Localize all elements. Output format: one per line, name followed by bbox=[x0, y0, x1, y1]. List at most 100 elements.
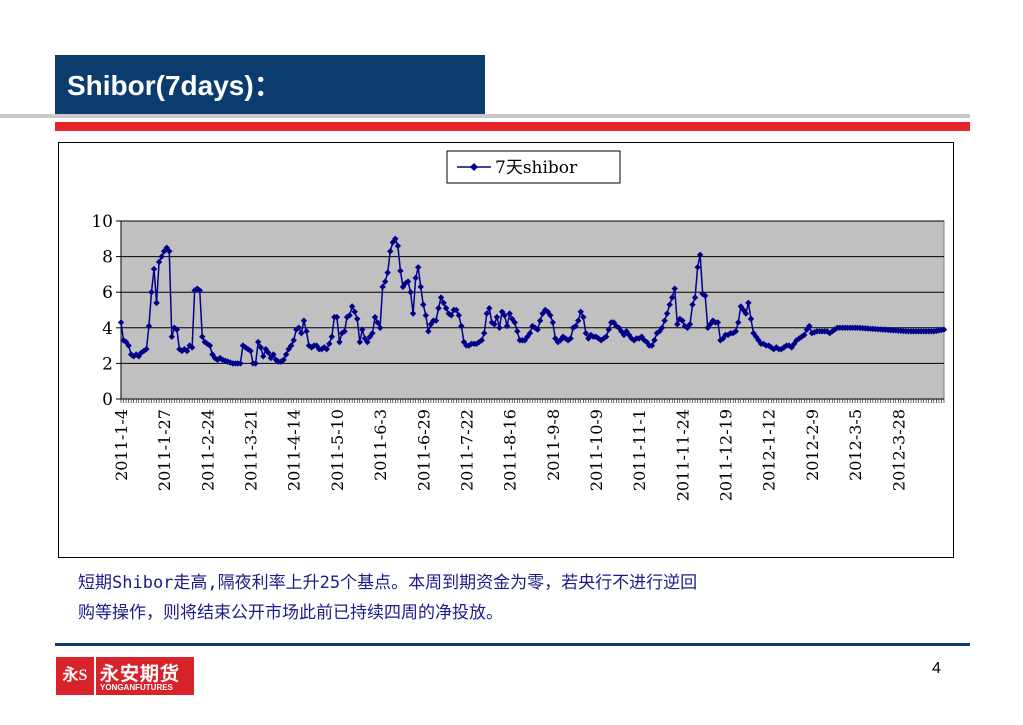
x-tick-label: 2011-11-24 bbox=[673, 409, 692, 501]
data-point bbox=[478, 337, 485, 344]
data-point bbox=[940, 326, 948, 333]
data-point bbox=[671, 285, 678, 292]
data-point bbox=[796, 335, 803, 342]
data-point bbox=[298, 329, 305, 337]
y-axis: 0 2 4 6 8 10 bbox=[91, 212, 122, 410]
data-point bbox=[514, 328, 521, 335]
data-point bbox=[491, 321, 498, 328]
data-point bbox=[133, 351, 140, 358]
data-point bbox=[679, 317, 686, 324]
data-point bbox=[745, 299, 752, 307]
caption-line-1: 短期Shibor走高,隔夜利率上升25个基点。本周到期资金为零，若央行不进行逆回 bbox=[78, 573, 698, 593]
data-point bbox=[326, 340, 333, 348]
data-point bbox=[681, 322, 689, 330]
y-tick-label: 2 bbox=[102, 354, 113, 374]
x-tick-label: 2012-3-5 bbox=[846, 409, 865, 481]
x-tick-label: 2011-10-9 bbox=[587, 409, 606, 491]
data-point bbox=[267, 354, 275, 362]
data-point bbox=[732, 328, 739, 335]
data-point bbox=[359, 326, 366, 333]
data-point bbox=[801, 331, 808, 339]
data-point bbox=[552, 335, 559, 342]
data-point bbox=[630, 337, 638, 344]
data-point bbox=[321, 344, 328, 351]
chart-frame: 0 2 4 6 8 10 2011-1-4 2011-1-27 2011-2-24 2011-3… bbox=[58, 142, 954, 558]
data-point bbox=[623, 328, 630, 335]
data-point bbox=[503, 322, 511, 330]
legend-label: 7天shibor bbox=[495, 158, 578, 178]
data-point bbox=[427, 321, 435, 328]
data-point bbox=[125, 342, 132, 349]
data-point bbox=[412, 274, 419, 282]
x-tick-label: 2011-4-14 bbox=[285, 409, 304, 491]
x-tick-label: 2011-9-8 bbox=[544, 409, 563, 481]
data-point bbox=[790, 340, 798, 348]
data-point bbox=[536, 317, 544, 324]
data-point bbox=[737, 303, 744, 310]
logo-text-box: 永安期货 YONGANFUTURES bbox=[96, 657, 194, 695]
data-point bbox=[369, 329, 376, 337]
data-point bbox=[572, 322, 579, 330]
shibor-line-chart: 0 2 4 6 8 10 2011-1-4 2011-1-27 2011-2-24 2011-3… bbox=[91, 150, 948, 501]
plot-area bbox=[120, 220, 945, 400]
data-point bbox=[656, 328, 663, 335]
legend: 7天shibor bbox=[446, 150, 621, 184]
x-tick-label: 2011-1-27 bbox=[155, 409, 174, 491]
data-point bbox=[829, 328, 836, 335]
data-point bbox=[216, 354, 224, 362]
data-point bbox=[575, 317, 582, 324]
data-point bbox=[120, 337, 127, 344]
data-point bbox=[696, 251, 704, 259]
data-point bbox=[384, 269, 391, 276]
data-point bbox=[414, 264, 422, 271]
data-point bbox=[702, 292, 709, 299]
logo-english-name: YONGANFUTURES bbox=[100, 683, 173, 692]
data-point bbox=[407, 289, 414, 296]
data-point bbox=[148, 289, 155, 296]
data-point bbox=[437, 294, 445, 301]
y-tick-label: 0 bbox=[102, 390, 113, 410]
data-point bbox=[354, 315, 361, 323]
data-point bbox=[199, 333, 206, 340]
data-point bbox=[227, 359, 234, 366]
x-minor-ticks bbox=[120, 399, 945, 403]
data-point bbox=[483, 310, 490, 317]
data-point bbox=[773, 344, 780, 351]
x-tick-label: 2011-12-19 bbox=[717, 409, 736, 501]
data-point bbox=[704, 324, 711, 331]
data-point bbox=[458, 322, 465, 330]
data-point bbox=[803, 326, 811, 333]
data-point bbox=[811, 329, 818, 336]
data-point bbox=[348, 303, 356, 310]
data-point bbox=[150, 265, 158, 273]
red-divider bbox=[55, 122, 970, 131]
data-point bbox=[341, 328, 348, 335]
data-point bbox=[252, 360, 259, 367]
data-point bbox=[247, 347, 254, 355]
data-point bbox=[661, 317, 668, 324]
data-point bbox=[694, 264, 701, 271]
data-point bbox=[747, 315, 755, 323]
y-tick-label: 8 bbox=[102, 248, 113, 268]
data-point bbox=[173, 326, 181, 333]
data-point bbox=[178, 347, 186, 355]
data-point bbox=[303, 328, 310, 335]
data-point bbox=[691, 294, 699, 301]
legend-marker bbox=[470, 163, 478, 171]
data-point bbox=[432, 317, 440, 324]
data-point bbox=[742, 310, 750, 317]
data-point bbox=[196, 287, 203, 294]
data-point bbox=[602, 333, 610, 340]
data-point bbox=[265, 349, 272, 356]
data-point bbox=[615, 324, 623, 331]
page-number: 4 bbox=[932, 660, 941, 677]
x-tick-label: 2011-7-22 bbox=[457, 409, 476, 491]
data-point bbox=[496, 324, 503, 331]
data-point bbox=[387, 248, 394, 255]
data-point bbox=[686, 321, 694, 328]
gray-divider bbox=[0, 114, 970, 118]
data-point bbox=[417, 283, 424, 291]
y-tick-label: 6 bbox=[102, 283, 113, 303]
data-point bbox=[374, 319, 381, 326]
data-point bbox=[823, 328, 831, 335]
